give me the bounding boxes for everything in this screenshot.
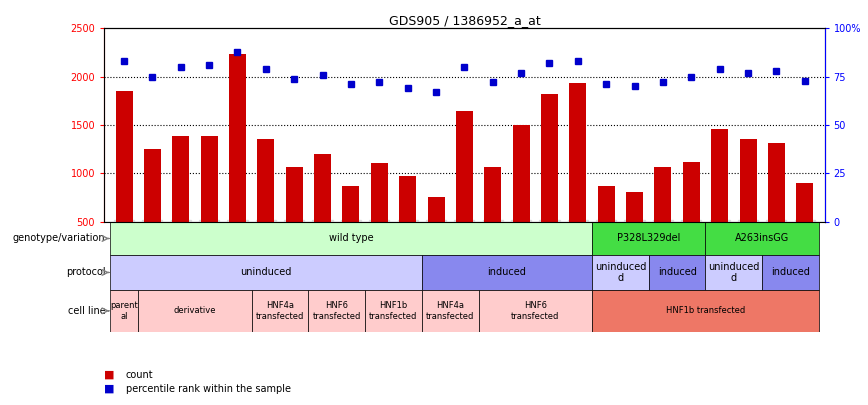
Bar bbox=[422, 290, 478, 332]
Text: cell line: cell line bbox=[68, 306, 106, 316]
Bar bbox=[592, 222, 706, 255]
Bar bbox=[342, 186, 359, 222]
Text: parent
al: parent al bbox=[110, 301, 138, 320]
Text: genotype/variation: genotype/variation bbox=[13, 234, 106, 243]
Bar bbox=[229, 54, 246, 222]
Bar bbox=[201, 136, 218, 222]
Text: percentile rank within the sample: percentile rank within the sample bbox=[126, 384, 291, 394]
Text: HNF4a
transfected: HNF4a transfected bbox=[256, 301, 304, 320]
Text: induced: induced bbox=[771, 267, 810, 277]
Bar bbox=[110, 255, 422, 290]
Bar bbox=[711, 129, 728, 222]
Text: HNF6
transfected: HNF6 transfected bbox=[511, 301, 560, 320]
Bar bbox=[257, 139, 274, 222]
Text: wild type: wild type bbox=[329, 234, 373, 243]
Bar bbox=[706, 222, 819, 255]
Bar bbox=[569, 83, 587, 222]
Title: GDS905 / 1386952_a_at: GDS905 / 1386952_a_at bbox=[389, 14, 540, 27]
Bar bbox=[456, 111, 473, 222]
Text: HNF4a
transfected: HNF4a transfected bbox=[426, 301, 475, 320]
Bar bbox=[428, 196, 444, 222]
Bar bbox=[541, 94, 558, 222]
Bar bbox=[110, 222, 592, 255]
Bar bbox=[598, 186, 615, 222]
Text: HNF1b
transfected: HNF1b transfected bbox=[369, 301, 418, 320]
Text: count: count bbox=[126, 370, 154, 379]
Bar bbox=[286, 166, 303, 222]
Bar bbox=[365, 290, 422, 332]
Bar bbox=[648, 255, 706, 290]
Bar bbox=[592, 255, 648, 290]
Text: induced: induced bbox=[658, 267, 696, 277]
Text: ■: ■ bbox=[104, 370, 115, 379]
Text: A263insGG: A263insGG bbox=[735, 234, 789, 243]
Bar bbox=[626, 192, 643, 222]
Text: ■: ■ bbox=[104, 384, 115, 394]
Bar bbox=[796, 183, 813, 222]
Bar bbox=[513, 125, 529, 222]
Text: protocol: protocol bbox=[66, 267, 106, 277]
Text: P328L329del: P328L329del bbox=[617, 234, 681, 243]
Bar bbox=[252, 290, 308, 332]
Bar bbox=[478, 290, 592, 332]
Bar bbox=[399, 176, 416, 222]
Bar bbox=[740, 139, 757, 222]
Bar bbox=[115, 91, 133, 222]
Bar bbox=[138, 290, 252, 332]
Text: uninduced
d: uninduced d bbox=[595, 262, 646, 283]
Bar bbox=[308, 290, 365, 332]
Bar bbox=[110, 290, 138, 332]
Bar bbox=[484, 166, 501, 222]
Bar bbox=[592, 290, 819, 332]
Text: HNF6
transfected: HNF6 transfected bbox=[312, 301, 361, 320]
Text: derivative: derivative bbox=[174, 306, 216, 315]
Bar bbox=[371, 163, 388, 222]
Bar bbox=[314, 154, 331, 222]
Text: uninduced: uninduced bbox=[240, 267, 292, 277]
Bar bbox=[654, 166, 672, 222]
Text: induced: induced bbox=[488, 267, 526, 277]
Bar bbox=[144, 149, 161, 222]
Text: HNF1b transfected: HNF1b transfected bbox=[666, 306, 745, 315]
Bar bbox=[762, 255, 819, 290]
Bar bbox=[768, 143, 785, 222]
Bar bbox=[706, 255, 762, 290]
Bar bbox=[172, 136, 189, 222]
Bar bbox=[683, 162, 700, 222]
Text: uninduced
d: uninduced d bbox=[708, 262, 760, 283]
Bar bbox=[422, 255, 592, 290]
